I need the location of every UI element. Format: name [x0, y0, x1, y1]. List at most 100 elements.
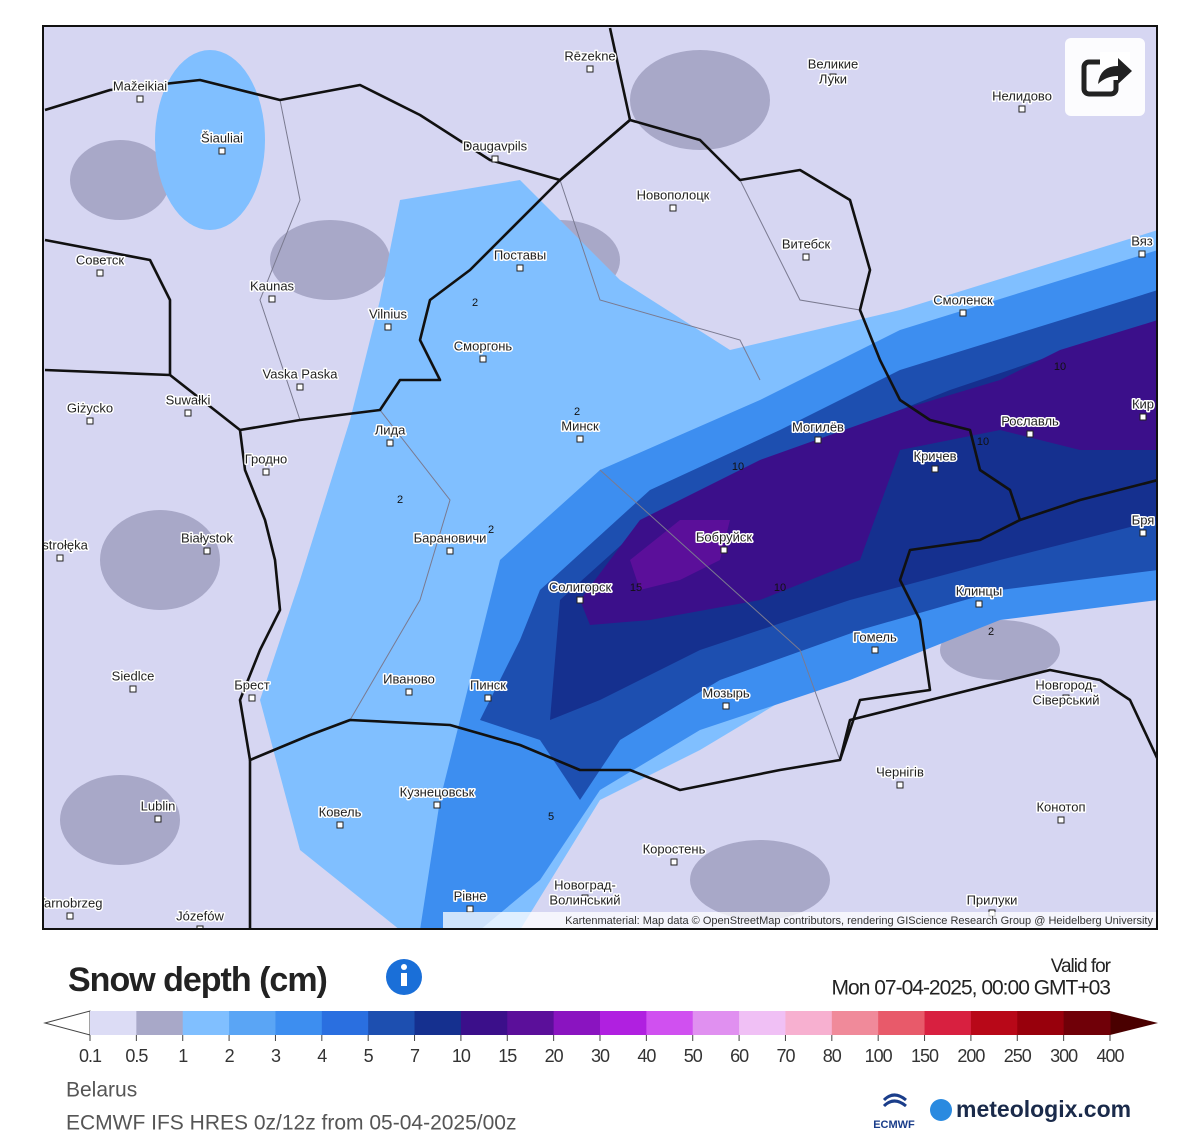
- city-dot: [196, 925, 204, 929]
- city-dot: [959, 309, 967, 317]
- city-label: Ostrołęka: [32, 537, 88, 552]
- shade-deep-purple: [630, 520, 730, 590]
- share-button[interactable]: [1065, 38, 1145, 116]
- city-label: Białystok: [181, 530, 234, 545]
- city-label: Кир: [1132, 396, 1154, 411]
- city-label: Советск: [76, 252, 124, 267]
- city-label: Волинський: [549, 892, 620, 907]
- city-dot: [136, 95, 144, 103]
- city-label: Šiauliai: [201, 130, 243, 145]
- legend-tick-label: 300: [1050, 1046, 1078, 1066]
- city-label: Vilnius: [369, 306, 408, 321]
- city-dot: [669, 204, 677, 212]
- city-label: Смоленск: [933, 292, 993, 307]
- legend-tick-label: 70: [776, 1046, 795, 1066]
- city-label: Гродно: [245, 451, 287, 466]
- city-dot: [86, 417, 94, 425]
- city-dot: [1138, 250, 1146, 258]
- city-dot: [576, 596, 584, 604]
- city-label: Конотоп: [1036, 799, 1085, 814]
- city-label: Бря: [1132, 512, 1155, 527]
- legend-swatch: [646, 1011, 694, 1035]
- legend-swatch: [739, 1011, 786, 1035]
- ecmwf-logo: ECMWF: [873, 1093, 915, 1131]
- city-dot: [931, 465, 939, 473]
- legend-swatch: [785, 1011, 833, 1035]
- city-label: Брест: [234, 677, 269, 692]
- city-dot: [184, 409, 192, 417]
- city-dot: [1139, 529, 1147, 537]
- city-label: Новоград-: [554, 877, 616, 892]
- city-label: Кузнецовськ: [400, 784, 475, 799]
- legend-tick-label: 200: [957, 1046, 985, 1066]
- city-dot: [581, 894, 589, 902]
- city-label: Прилуки: [967, 892, 1018, 907]
- legend-swatch: [90, 1011, 137, 1035]
- valid-for-label: Valid for: [1051, 956, 1112, 977]
- legend-swatch: [553, 1011, 601, 1035]
- legend-swatch: [692, 1011, 740, 1035]
- city-label: Tarnobrzeg: [37, 895, 102, 910]
- city-dot: [722, 702, 730, 710]
- legend-tick-label: 150: [911, 1046, 939, 1066]
- meteologix-text: meteologix.com: [956, 1096, 1131, 1122]
- legend-below: [43, 1010, 91, 1036]
- city-dot: [484, 694, 492, 702]
- city-label: Поставы: [494, 247, 546, 262]
- city-label: Новополоцк: [637, 187, 710, 202]
- city-dot: [720, 546, 728, 554]
- city-dot: [384, 323, 392, 331]
- city-dot: [129, 685, 137, 693]
- city-label: Daugavpils: [463, 138, 528, 153]
- legend-tick-label: 0.1: [79, 1046, 102, 1066]
- city-label: Лида: [375, 422, 406, 437]
- city-dot: [1026, 430, 1034, 438]
- city-label: Lublin: [141, 798, 176, 813]
- contour-label: 10: [774, 582, 786, 594]
- city-dot: [670, 858, 678, 866]
- legend-swatch: [878, 1011, 926, 1035]
- legend-swatch: [275, 1011, 323, 1035]
- city-dot: [802, 253, 810, 261]
- attribution: Kartenmaterial: Map data © OpenStreetMap…: [565, 915, 1153, 927]
- shade-gray: [60, 50, 1060, 920]
- city-label: Луки: [819, 71, 847, 86]
- meteologix-logo: meteologix.com: [930, 1096, 1131, 1122]
- city-label: Siedlce: [112, 668, 155, 683]
- legend-tick-label: 15: [498, 1046, 517, 1066]
- city-dot: [268, 295, 276, 303]
- legend-tick-label: 50: [684, 1046, 703, 1066]
- info-button[interactable]: [386, 959, 422, 995]
- legend-tick-label: 20: [545, 1046, 564, 1066]
- legend-tick-label: 40: [637, 1046, 656, 1066]
- city-dot: [154, 815, 162, 823]
- ecmwf-logo-text: ECMWF: [873, 1119, 915, 1131]
- city-label: Rēzekne: [564, 48, 615, 63]
- legend-tick-label: 60: [730, 1046, 749, 1066]
- legend-above: [1110, 1011, 1158, 1035]
- legend-tick-label: 7: [410, 1046, 420, 1066]
- city-dot: [479, 355, 487, 363]
- attribution-bg: [443, 912, 1157, 929]
- city-dot: [1139, 413, 1147, 421]
- legend-swatch: [414, 1011, 462, 1035]
- legend-swatch: [136, 1011, 184, 1035]
- city-dot: [218, 147, 226, 155]
- legend-swatch: [321, 1011, 369, 1035]
- city-dot: [814, 436, 822, 444]
- city-label: Сморгонь: [454, 338, 513, 353]
- shade-light-blue: [155, 50, 265, 230]
- legend-tick-label: 1: [178, 1046, 188, 1066]
- city-label: Vaska Paska: [263, 366, 339, 381]
- city-label: Новгород-: [1035, 677, 1096, 692]
- city-dot: [386, 439, 394, 447]
- city-dot: [203, 547, 211, 555]
- city-dot: [96, 269, 104, 277]
- city-dot: [491, 155, 499, 163]
- city-label: Клинцы: [956, 583, 1002, 598]
- contour-label: 10: [1054, 361, 1066, 373]
- country-borders: [44, 27, 1157, 929]
- city-label: Mažeikiai: [113, 78, 167, 93]
